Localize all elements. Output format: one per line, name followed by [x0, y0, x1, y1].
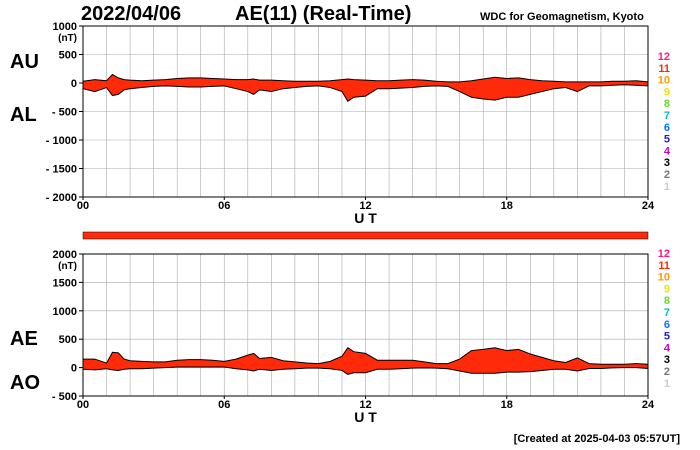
panel1-x-axis-title: U T	[354, 409, 377, 425]
station-count-key-item: 10	[658, 75, 670, 87]
panel0-y-tick-label: - 1000	[46, 135, 77, 147]
station-count-key-item: 9	[664, 86, 670, 98]
station-count-key-item: 9	[664, 283, 670, 295]
station-count-key-item: 8	[664, 295, 670, 307]
station-count-key-item: 5	[664, 331, 670, 343]
station-count-key-item: 8	[664, 98, 670, 110]
panel1-x-tick-label: 00	[77, 399, 89, 411]
au-label: AU	[10, 51, 39, 73]
station-count-key-item: 12	[658, 248, 670, 260]
station-count-key-item: 5	[664, 134, 670, 146]
ao-label: AO	[10, 372, 40, 394]
panel0-x-axis-title: U T	[354, 210, 377, 226]
panel0-x-tick-label: 18	[501, 200, 513, 212]
station-count-key-item: 7	[664, 307, 670, 319]
panel0-x-tick-label: 24	[642, 200, 655, 212]
station-count-key-item: 10	[658, 272, 670, 284]
panel1-x-tick-label: 12	[359, 399, 371, 411]
station-count-key-item: 2	[664, 169, 670, 181]
ae-label: AE	[10, 328, 38, 350]
panel1-series-ae-line	[83, 347, 649, 365]
panel0-y-tick-label: - 1500	[46, 164, 77, 176]
station-count-key-item: 4	[664, 145, 671, 157]
panel1-x-tick-label: 24	[642, 399, 655, 411]
panel1-fill-area	[83, 347, 648, 375]
plot-date: 2022/04/06	[81, 3, 182, 25]
station-count-key-item: 7	[664, 110, 670, 122]
panel1-series-ao-line	[82, 366, 649, 375]
panel0-y-tick-label: - 2000	[46, 192, 77, 204]
separator-bar	[82, 231, 649, 240]
station-count-key-item: 6	[664, 122, 670, 134]
panel0-y-tick-label: 0	[71, 78, 77, 90]
panel0-x-tick-label: 06	[218, 200, 230, 212]
panel0-series-au-line	[82, 73, 649, 83]
panel1-y-tick-label: 2000	[53, 249, 77, 261]
data-source: WDC for Geomagnetism, Kyoto	[480, 11, 644, 23]
panel1-y-tick-label: - 500	[52, 391, 77, 403]
panel0-series-al-line	[82, 84, 649, 102]
panel0-y-tick-label: - 500	[52, 107, 77, 119]
panel0-unit-label: (nT)	[58, 33, 77, 44]
station-count-key-item: 2	[664, 366, 670, 378]
panel1-x-tick-label: 06	[218, 399, 230, 411]
panel1-x-tick-label: 18	[501, 399, 513, 411]
panel1-unit-label: (nT)	[58, 261, 77, 272]
panel0-x-tick-label: 12	[359, 200, 371, 212]
station-count-key-item: 12	[658, 51, 670, 63]
panel1-y-tick-label: 500	[59, 334, 77, 346]
panel0-fill-area	[83, 74, 648, 102]
panel0-y-tick-label: 1000	[53, 21, 77, 33]
station-count-key-item: 4	[664, 342, 671, 354]
panel1-y-tick-label: 1000	[53, 306, 77, 318]
station-count-key-item: 6	[664, 319, 670, 331]
plot-title: AE(11) (Real-Time)	[235, 3, 412, 25]
station-count-key-item: 3	[664, 354, 670, 366]
station-count-key-item: 1	[664, 181, 670, 193]
panel0-x-tick-label: 00	[77, 200, 89, 212]
panel1-y-tick-label: 1500	[53, 277, 77, 289]
station-count-key-item: 3	[664, 157, 670, 169]
station-count-key-item: 1	[664, 378, 670, 390]
panel0-y-tick-label: 500	[59, 50, 77, 62]
station-count-key-item: 11	[658, 63, 670, 75]
created-timestamp: [Created at 2025-04-03 05:57UT]	[513, 433, 680, 445]
panel1-y-tick-label: 0	[71, 363, 77, 375]
al-label: AL	[10, 104, 37, 126]
station-count-key-item: 11	[658, 260, 670, 272]
